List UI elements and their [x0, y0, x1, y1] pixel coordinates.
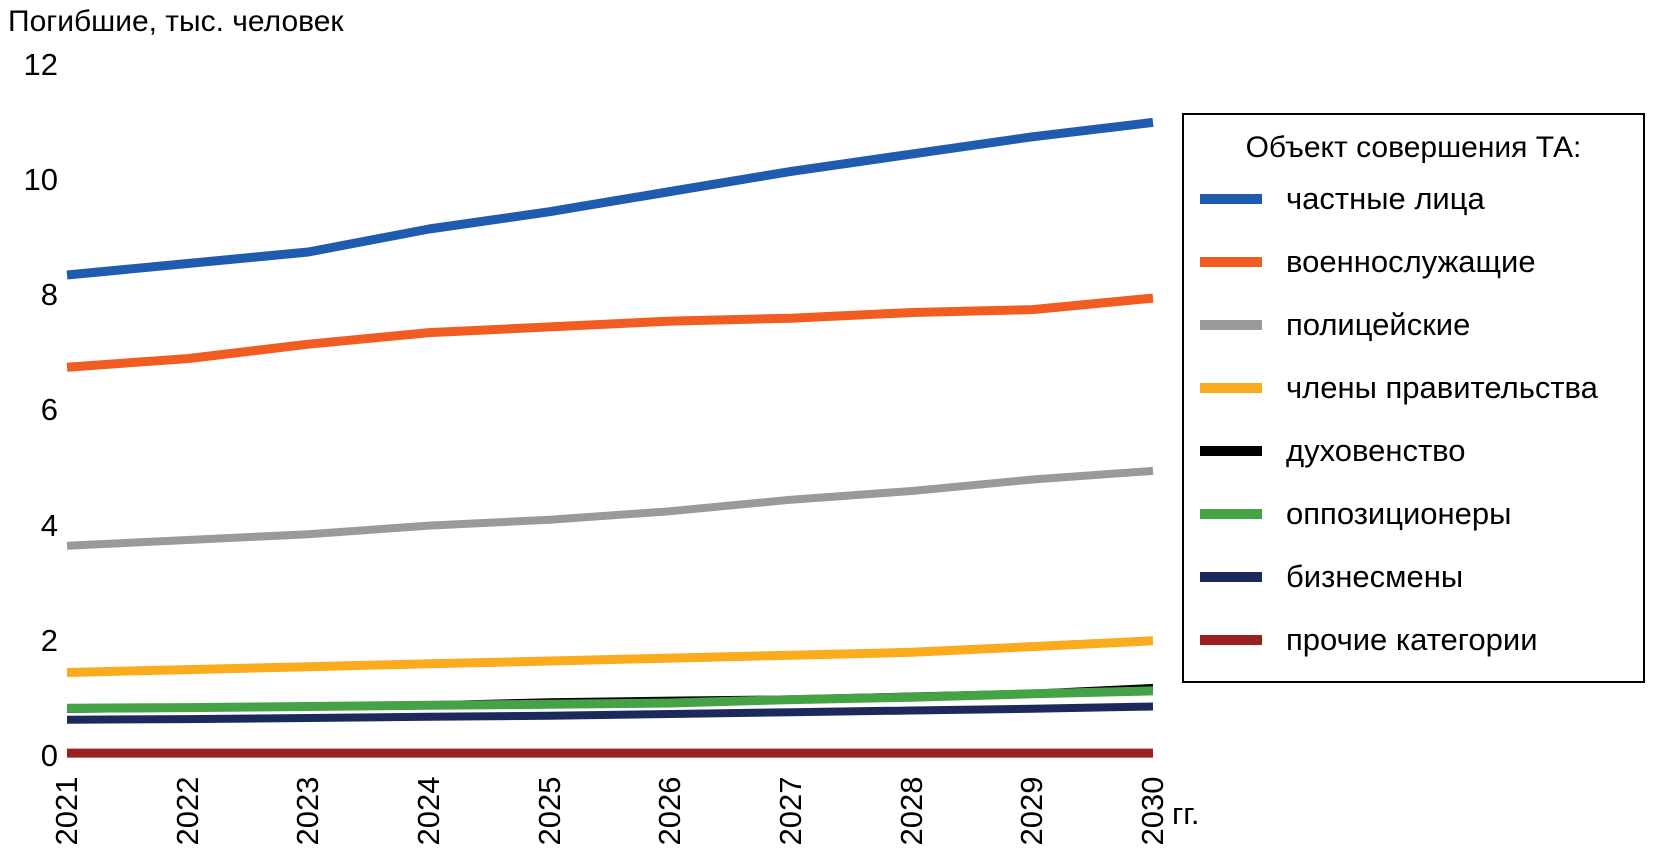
legend-swatch-icon: [1200, 382, 1262, 393]
legend-swatch-icon: [1200, 445, 1262, 456]
legend-label: бизнесмены: [1286, 558, 1464, 594]
legend-label: прочие категории: [1286, 621, 1538, 657]
legend-item-6: бизнесмены: [1184, 545, 1643, 608]
legend-swatch-icon: [1200, 319, 1262, 330]
legend-item-2: полицейские: [1184, 293, 1643, 356]
legend-swatch-icon: [1200, 634, 1262, 645]
x-axis-unit-label: гг.: [1172, 796, 1200, 831]
y-tick-label-4: 4: [40, 507, 58, 543]
legend-item-7: прочие категории: [1184, 608, 1643, 671]
series-line-3: [66, 636, 1154, 677]
legend-label: оппозиционеры: [1286, 495, 1512, 531]
legend-swatch-icon: [1200, 508, 1262, 519]
legend-item-0: частные лица: [1184, 167, 1643, 230]
y-tick-label-0: 0: [40, 738, 58, 773]
y-axis-title: Погибшие, тыс. человек: [8, 5, 344, 38]
legend-label: члены правительства: [1286, 369, 1598, 405]
x-tick-label-2028: 2028: [893, 776, 929, 846]
legend-label: полицейские: [1286, 306, 1471, 342]
y-tick-label-8: 8: [40, 277, 58, 313]
x-tick-label-2022: 2022: [169, 776, 205, 846]
legend-label: частные лица: [1286, 180, 1485, 216]
legend-swatch-icon: [1200, 256, 1262, 267]
legend-item-3: члены правительства: [1184, 356, 1643, 419]
series-line-5: [66, 686, 1154, 713]
legend-title: Объект совершения ТА:: [1245, 131, 1582, 164]
x-tick-label-2026: 2026: [652, 776, 688, 846]
x-tick-label-2024: 2024: [411, 776, 446, 846]
x-tick-label-2029: 2029: [1014, 776, 1050, 846]
x-tick-label-2027: 2027: [773, 776, 808, 846]
legend-label: военнослужащие: [1286, 243, 1536, 279]
series-line-0: [66, 117, 1154, 280]
x-tick-label-2021: 2021: [49, 776, 84, 846]
y-tick-label-12: 12: [23, 46, 58, 82]
legend-item-4: духовенство: [1184, 419, 1643, 482]
series-line-6: [66, 702, 1154, 724]
x-tick-label-2025: 2025: [531, 776, 567, 846]
y-tick-label-10: 10: [23, 162, 58, 197]
legend-box: Объект совершения ТА: частные лица военно…: [1182, 113, 1645, 683]
legend-items: частные лица военнослужащие полицейские чле…: [1184, 167, 1643, 671]
x-tick-label-2030: 2030: [1135, 776, 1170, 846]
y-tick-label-2: 2: [40, 622, 58, 658]
legend-item-1: военнослужащие: [1184, 230, 1643, 293]
legend-label: духовенство: [1286, 432, 1466, 468]
series-line-2: [66, 466, 1154, 550]
y-tick-label-6: 6: [40, 392, 58, 428]
x-tick-label-2023: 2023: [290, 776, 326, 846]
legend-swatch-icon: [1200, 193, 1262, 204]
legend-item-5: оппозиционеры: [1184, 482, 1643, 545]
legend-swatch-icon: [1200, 571, 1262, 582]
series-line-1: [66, 293, 1154, 372]
